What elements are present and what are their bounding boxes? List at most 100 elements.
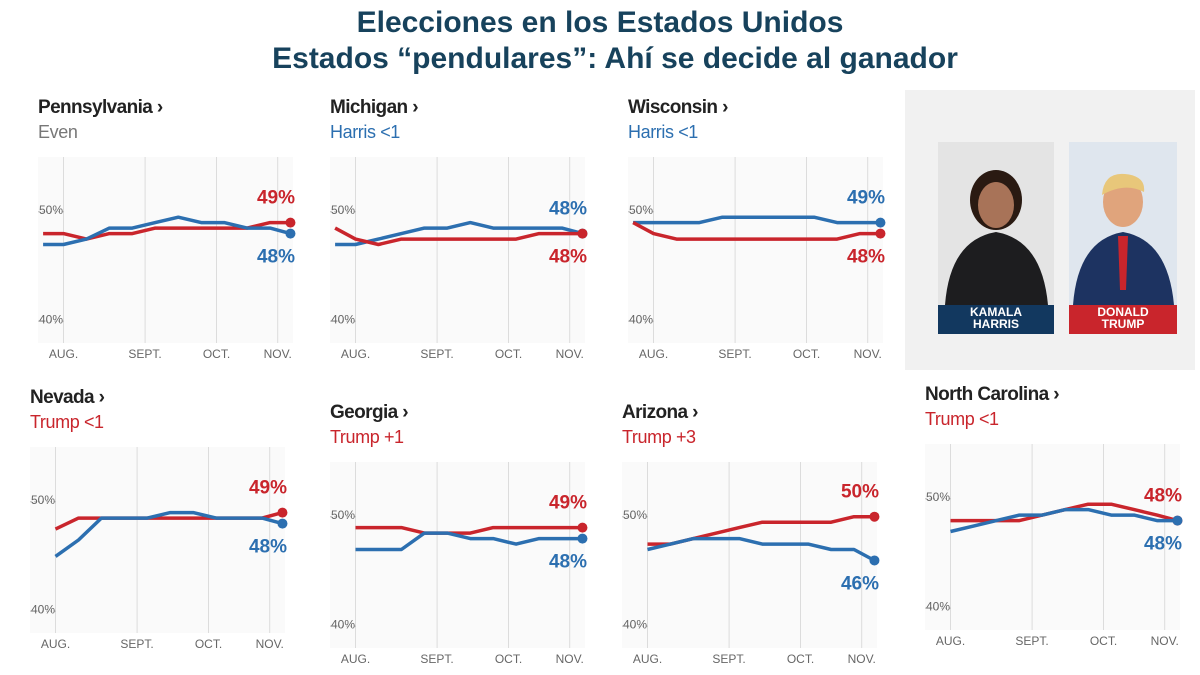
end-point — [285, 228, 296, 239]
state-chart: Georgia › Trump +1 AUG. SEPT. OCT. NOV. 40% 50%… — [330, 402, 588, 666]
x-tick-label: OCT. — [495, 347, 522, 361]
value-label: 49% — [549, 493, 587, 514]
value-label: 48% — [249, 537, 287, 558]
silhouette — [945, 232, 1048, 305]
harris-photo — [938, 142, 1054, 334]
end-point — [875, 217, 886, 228]
plot-area — [38, 157, 293, 343]
y-tick-label: 50% — [31, 493, 55, 507]
x-tick-label: OCT. — [203, 347, 230, 361]
y-tick-label: 50% — [623, 508, 647, 522]
x-tick-label: SEPT. — [1015, 634, 1048, 648]
value-label: 48% — [549, 247, 587, 268]
state-chart: Arizona › Trump +3 AUG. SEPT. OCT. NOV. 40% 50%… — [622, 402, 880, 666]
state-chart: Wisconsin › Harris <1 AUG. SEPT. OCT. NOV. 40%… — [628, 97, 886, 361]
y-tick-label: 40% — [31, 602, 55, 616]
plot-area — [925, 444, 1180, 630]
x-tick-label: AUG. — [936, 634, 965, 648]
name-plate-text: KAMALA — [970, 305, 1022, 319]
value-label: 48% — [1144, 486, 1182, 507]
value-label: 49% — [847, 188, 885, 209]
chart-title: Pennsylvania › — [38, 97, 163, 118]
series-line — [633, 215, 881, 225]
chart-subtitle: Trump +1 — [330, 427, 404, 447]
x-tick-label: SEPT. — [712, 652, 745, 666]
y-tick-label: 40% — [331, 617, 355, 631]
chart-title: Arizona › — [622, 402, 698, 423]
chart-subtitle: Trump +3 — [622, 427, 696, 447]
series-line — [632, 221, 881, 241]
end-point — [577, 228, 588, 239]
plot-area — [330, 157, 585, 343]
series-line — [43, 215, 291, 247]
name-plate — [938, 305, 1054, 334]
end-point — [577, 533, 588, 544]
state-chart: Pennsylvania › Even AUG. SEPT. OCT. NOV. 40% 50… — [38, 97, 296, 361]
tie — [1118, 236, 1128, 290]
x-tick-label: AUG. — [341, 652, 370, 666]
headline-subtitle: Estados “pendulares”: Ahí se decide al g… — [272, 42, 958, 75]
x-tick-label: NOV. — [556, 347, 584, 361]
y-tick-label: 50% — [331, 508, 355, 522]
value-label: 48% — [549, 552, 587, 573]
x-tick-label: OCT. — [195, 637, 222, 651]
x-tick-label: SEPT. — [420, 652, 453, 666]
value-label: 48% — [549, 199, 587, 220]
y-tick-label: 50% — [39, 203, 63, 217]
chart-title: Wisconsin › — [628, 97, 728, 118]
x-tick-label: NOV. — [848, 652, 876, 666]
chart-title: North Carolina › — [925, 384, 1059, 405]
y-tick-label: 50% — [331, 203, 355, 217]
x-tick-label: NOV. — [1151, 634, 1179, 648]
y-tick-label: 40% — [623, 617, 647, 631]
end-point — [277, 507, 288, 518]
name-plate-text: HARRIS — [973, 317, 1019, 331]
name-plate — [1069, 305, 1177, 334]
value-label: 46% — [841, 573, 879, 594]
x-tick-label: SEPT. — [128, 347, 161, 361]
x-tick-label: NOV. — [854, 347, 882, 361]
series-line — [54, 510, 283, 558]
end-point — [869, 555, 880, 566]
plot-area — [622, 462, 877, 648]
series-line — [647, 536, 876, 563]
series-line — [355, 531, 583, 552]
trump-photo — [1069, 142, 1177, 334]
x-tick-label: SEPT. — [420, 347, 453, 361]
chart-subtitle: Trump <1 — [925, 409, 999, 429]
charts: Pennsylvania › Even AUG. SEPT. OCT. NOV. 40% 50… — [30, 97, 1183, 666]
x-tick-label: NOV. — [556, 652, 584, 666]
y-tick-label: 40% — [629, 312, 653, 326]
y-tick-label: 50% — [926, 490, 950, 504]
chart-title: Georgia › — [330, 402, 408, 423]
x-tick-label: OCT. — [495, 652, 522, 666]
x-tick-label: AUG. — [341, 347, 370, 361]
x-tick-label: AUG. — [639, 347, 668, 361]
series-line — [335, 220, 583, 247]
series-line — [334, 226, 583, 247]
x-tick-label: SEPT. — [718, 347, 751, 361]
value-label: 49% — [257, 188, 295, 209]
x-tick-label: NOV. — [256, 637, 284, 651]
plot-area — [30, 447, 285, 633]
x-tick-label: AUG. — [41, 637, 70, 651]
state-chart: Michigan › Harris <1 AUG. SEPT. OCT. NOV. 40% 5… — [330, 97, 588, 361]
y-tick-label: 40% — [926, 599, 950, 613]
state-chart: Nevada › Trump <1 AUG. SEPT. OCT. NOV. 40% 50% 4… — [30, 387, 288, 651]
y-tick-label: 40% — [331, 312, 355, 326]
name-plate-text: TRUMP — [1102, 317, 1145, 331]
chart-title: Michigan › — [330, 97, 418, 118]
x-tick-label: OCT. — [787, 652, 814, 666]
end-point — [1172, 515, 1183, 526]
series-line — [950, 507, 1178, 534]
y-tick-label: 50% — [629, 203, 653, 217]
chart-subtitle: Harris <1 — [628, 122, 698, 142]
plot-area — [330, 462, 585, 648]
value-label: 49% — [249, 478, 287, 499]
face — [978, 182, 1014, 228]
end-point — [875, 228, 886, 239]
headline: Elecciones en los Estados Unidos — [357, 6, 844, 39]
x-tick-label: NOV. — [264, 347, 292, 361]
chart-subtitle: Trump <1 — [30, 412, 104, 432]
value-label: 50% — [841, 482, 879, 503]
